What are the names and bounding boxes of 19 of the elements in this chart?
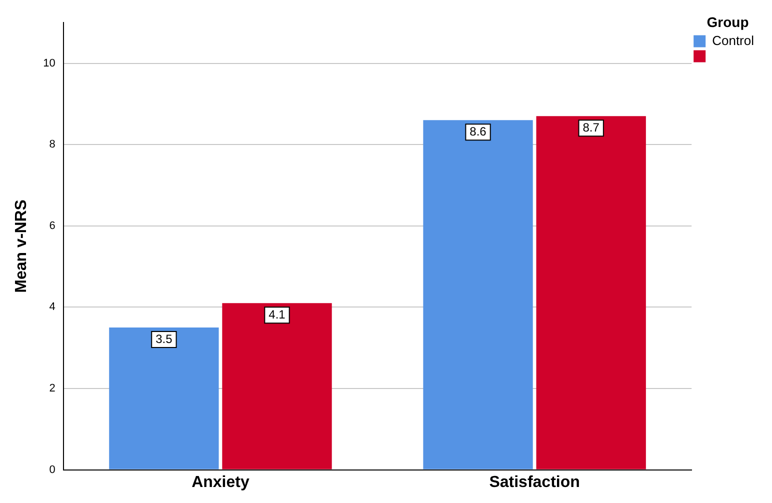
bar	[222, 303, 332, 470]
data-label: 8.7	[582, 120, 600, 134]
y-tick-label: 4	[49, 301, 56, 314]
x-tick-label: Satisfaction	[489, 474, 580, 491]
data-label: 4.1	[268, 307, 286, 322]
y-tick-label: 0	[49, 464, 56, 476]
x-tick-label: Anxiety	[192, 474, 250, 491]
y-tick-label: 2	[49, 382, 56, 395]
bar	[423, 120, 533, 470]
legend-label: Control	[712, 32, 754, 48]
data-label: 3.5	[156, 332, 173, 346]
y-tick-label: 10	[43, 57, 56, 70]
bar	[536, 116, 646, 470]
y-tick-label: 6	[49, 220, 56, 232]
legend-title: Group	[706, 14, 749, 30]
y-tick-label: 8	[49, 138, 56, 151]
y-axis-title: Mean v-NRS	[13, 199, 30, 293]
bar	[109, 328, 219, 470]
data-label: 8.6	[470, 124, 487, 138]
